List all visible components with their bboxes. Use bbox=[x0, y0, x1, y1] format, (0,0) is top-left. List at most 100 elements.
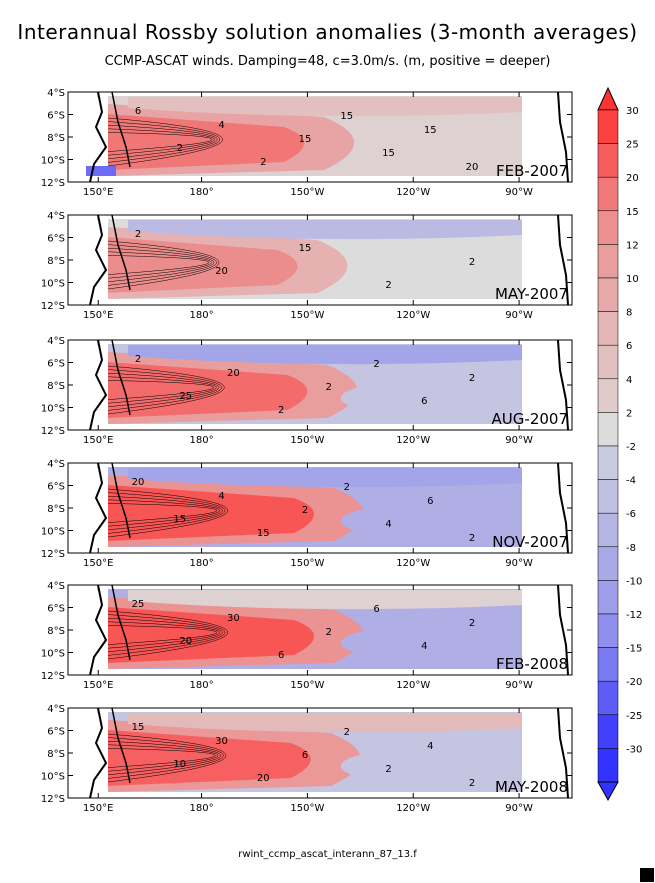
contour-label: 15 bbox=[424, 125, 437, 136]
contour-label: 2 bbox=[177, 143, 183, 154]
contour-label: 2 bbox=[326, 382, 332, 393]
x-tick-label: 180° bbox=[190, 435, 214, 446]
colorbar-tick-label: 30 bbox=[626, 106, 639, 117]
field-east-anomaly bbox=[340, 627, 481, 659]
colorbar-swatch bbox=[597, 412, 619, 447]
x-tick-label: 180° bbox=[190, 558, 214, 569]
colorbar-tick-label: -2 bbox=[626, 442, 636, 453]
y-tick-label: 8°S bbox=[47, 504, 65, 515]
contour-label: 15 bbox=[173, 514, 186, 525]
colorbar-swatch bbox=[597, 344, 619, 380]
y-tick-label: 8°S bbox=[47, 381, 65, 392]
x-tick-label: 150°W bbox=[290, 803, 324, 814]
coastline-east bbox=[557, 339, 569, 431]
colorbar-swatch bbox=[597, 143, 619, 178]
x-tick-label: 150°E bbox=[83, 803, 113, 814]
contour-line bbox=[107, 121, 221, 163]
x-tick-label: 150°W bbox=[290, 310, 324, 321]
contour-label: 2 bbox=[469, 373, 475, 384]
colorbar-swatch bbox=[597, 445, 619, 480]
x-tick-label: 90°W bbox=[505, 310, 533, 321]
contour-line bbox=[107, 247, 215, 283]
y-tick-label: 12°S bbox=[41, 794, 65, 805]
colorbar-swatch bbox=[597, 512, 619, 548]
x-tick-label: 90°W bbox=[505, 558, 533, 569]
contour-label: 15 bbox=[340, 111, 353, 122]
y-tick-label: 4°S bbox=[47, 704, 65, 715]
y-tick-label: 10°S bbox=[41, 772, 65, 783]
contour-label: 4 bbox=[427, 741, 433, 752]
coastline-west bbox=[89, 214, 108, 306]
colorbar-tick-label: -30 bbox=[626, 744, 642, 755]
y-tick-label: 10°S bbox=[41, 404, 65, 415]
x-tick-label: 180° bbox=[190, 187, 214, 198]
panel-may-2008: 15 10 30 20 6 2 2 4 2 4°S 6°S 8°S 10°S 12°S 150°E 180° 1… bbox=[41, 704, 573, 814]
colorbar-tick-label: -6 bbox=[626, 509, 636, 520]
colorbar-swatch bbox=[597, 580, 619, 615]
contour-label: 2 bbox=[260, 157, 266, 168]
x-tick-label: 180° bbox=[190, 680, 214, 691]
contour-label: 2 bbox=[135, 229, 141, 240]
contour-line bbox=[107, 499, 220, 527]
contour-label: 15 bbox=[299, 134, 312, 145]
y-tick-label: 10°S bbox=[41, 649, 65, 660]
coastline-west bbox=[89, 462, 108, 554]
coastline-island bbox=[111, 214, 131, 291]
colorbar-tick-label: 12 bbox=[626, 240, 639, 251]
colorbar-swatch bbox=[597, 714, 619, 749]
x-tick-label: 150°E bbox=[83, 435, 113, 446]
colorbar-tick-label: 4 bbox=[626, 375, 632, 386]
contour-label: 20 bbox=[215, 266, 228, 277]
contour-label: 10 bbox=[173, 759, 186, 770]
colorbar-tick-label: 8 bbox=[626, 308, 632, 319]
colorbar-tick-label: 20 bbox=[626, 173, 639, 184]
y-tick-label: 10°S bbox=[41, 527, 65, 538]
contour-label: 6 bbox=[278, 650, 284, 661]
colorbar-swatch bbox=[597, 109, 619, 144]
y-tick-label: 4°S bbox=[47, 88, 65, 99]
x-tick-label: 180° bbox=[190, 803, 214, 814]
contour-label: 15 bbox=[257, 528, 270, 539]
colorbar-swatch bbox=[597, 546, 619, 581]
y-tick-label: 10°S bbox=[41, 156, 65, 167]
colorbar-swatch bbox=[597, 277, 619, 312]
y-tick-label: 6°S bbox=[47, 604, 65, 615]
colorbar-swatch bbox=[597, 244, 619, 279]
contour-line bbox=[107, 495, 223, 531]
panel-date-label: FEB-2008 bbox=[496, 655, 568, 673]
coastline-island bbox=[111, 584, 131, 661]
y-tick-label: 8°S bbox=[47, 626, 65, 637]
colorbar-swatch bbox=[597, 378, 619, 413]
colorbar-tick-label: 15 bbox=[626, 207, 639, 218]
field-upper-band bbox=[128, 97, 522, 117]
contour-label: 6 bbox=[135, 106, 141, 117]
panel-nov-2007: 20 15 4 15 2 2 4 6 2 4°S 6°S 8°S 10°S 12°S 150°E 180° 15… bbox=[41, 459, 573, 569]
contour-label: 30 bbox=[215, 736, 228, 747]
contour-line bbox=[107, 617, 223, 653]
x-tick-label: 150°E bbox=[83, 310, 113, 321]
colorbar-tick-label: -8 bbox=[626, 543, 636, 554]
y-tick-label: 12°S bbox=[41, 549, 65, 560]
y-tick-label: 4°S bbox=[47, 336, 65, 347]
colorbar-swatch bbox=[597, 479, 619, 514]
panel-date-label: AUG-2007 bbox=[492, 410, 568, 428]
contour-line bbox=[107, 372, 220, 408]
x-tick-label: 150°W bbox=[290, 680, 324, 691]
coastline-west bbox=[89, 339, 108, 431]
contour-label: 20 bbox=[466, 162, 479, 173]
contour-label: 15 bbox=[299, 243, 312, 254]
coastline-east bbox=[557, 707, 569, 799]
y-tick-label: 12°S bbox=[41, 301, 65, 312]
colorbar-min-arrow bbox=[597, 781, 619, 802]
contour-label: 4 bbox=[218, 120, 224, 131]
x-tick-label: 90°W bbox=[505, 803, 533, 814]
contour-label: 25 bbox=[179, 391, 192, 402]
colorbar-swatch bbox=[597, 680, 619, 716]
field-east-anomaly bbox=[340, 505, 481, 537]
chart-title: Interannual Rossby solution anomalies (3… bbox=[17, 20, 638, 44]
contour-label: 4 bbox=[421, 641, 427, 652]
contour-line bbox=[107, 737, 224, 779]
x-tick-label: 150°E bbox=[83, 187, 113, 198]
panel-feb-2008: 25 20 30 6 2 6 4 2 4°S 6°S 8°S 10°S 12°S 150°E 180° 150… bbox=[41, 581, 573, 691]
contour-label: 4 bbox=[218, 491, 224, 502]
